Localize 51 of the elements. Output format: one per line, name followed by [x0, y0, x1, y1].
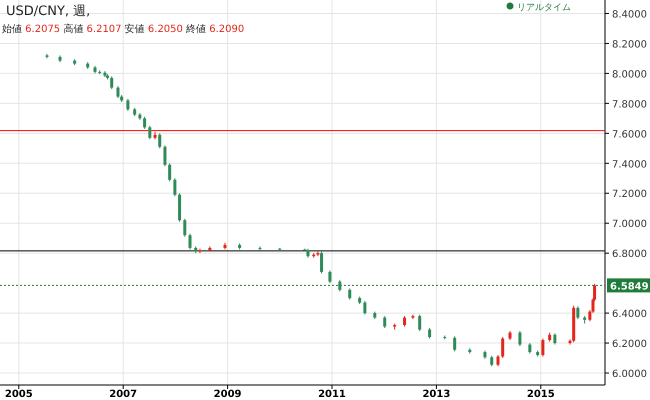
x-tick-label: 2013: [422, 389, 450, 400]
candlestick: [338, 280, 342, 292]
x-tick-label: 2011: [318, 389, 346, 400]
ref-line-label: 6.5849: [610, 281, 649, 292]
y-tick-label: 8.0000: [612, 69, 647, 80]
y-tick-label: 7.6000: [612, 129, 647, 140]
y-tick-label: 6.4000: [612, 309, 647, 320]
candlestick: [168, 162, 172, 182]
candlestick: [428, 328, 432, 340]
x-tick-label: 2015: [526, 389, 555, 400]
candlestick: [126, 98, 130, 112]
candlestick: [110, 76, 114, 90]
x-tick-label: 2009: [214, 389, 242, 400]
candlestick: [116, 86, 120, 99]
chart-title: USD/CNY, 週,: [6, 4, 90, 19]
y-tick-label: 7.0000: [612, 219, 647, 230]
candlestick: [383, 316, 386, 329]
candlestick: [163, 144, 166, 167]
candlestick: [183, 218, 186, 238]
y-tick-label: 8.4000: [612, 9, 647, 20]
candlestick: [320, 251, 324, 274]
candlestick: [173, 178, 176, 197]
candlestick: [528, 342, 532, 354]
y-tick-label: 6.0000: [612, 369, 647, 380]
y-tick-label: 7.8000: [612, 99, 647, 110]
candlestick: [158, 132, 162, 149]
y-tick-label: 7.4000: [612, 159, 647, 170]
text: 始値 6.2075 高値 6.2107 安値 6.2050 終値 6.2090: [2, 23, 244, 35]
y-tick-label: 6.2000: [612, 339, 647, 350]
y-tick-label: 7.2000: [612, 189, 647, 200]
candlestick: [553, 332, 556, 346]
candlestick: [496, 354, 500, 367]
candlestick: [403, 316, 406, 328]
candlestick: [148, 125, 152, 140]
candlestick: [490, 355, 494, 367]
candlestick: [541, 338, 544, 358]
candlestick: [348, 288, 352, 300]
candlestick: [501, 336, 504, 359]
candlestick: [188, 233, 192, 250]
candlestick: [453, 336, 456, 352]
y-tick-label: 6.8000: [612, 249, 647, 260]
candlestick: [418, 314, 422, 332]
x-tick-label: 2005: [4, 389, 33, 400]
candlestick: [518, 330, 522, 347]
x-tick-label: 2007: [109, 389, 138, 400]
candlestick: [363, 300, 366, 316]
candlestick: [143, 116, 146, 130]
annotation: リアルタイム: [517, 3, 571, 13]
candlestick: [576, 306, 580, 320]
candlestick: [328, 270, 332, 284]
y-tick-label: 8.2000: [612, 39, 647, 50]
